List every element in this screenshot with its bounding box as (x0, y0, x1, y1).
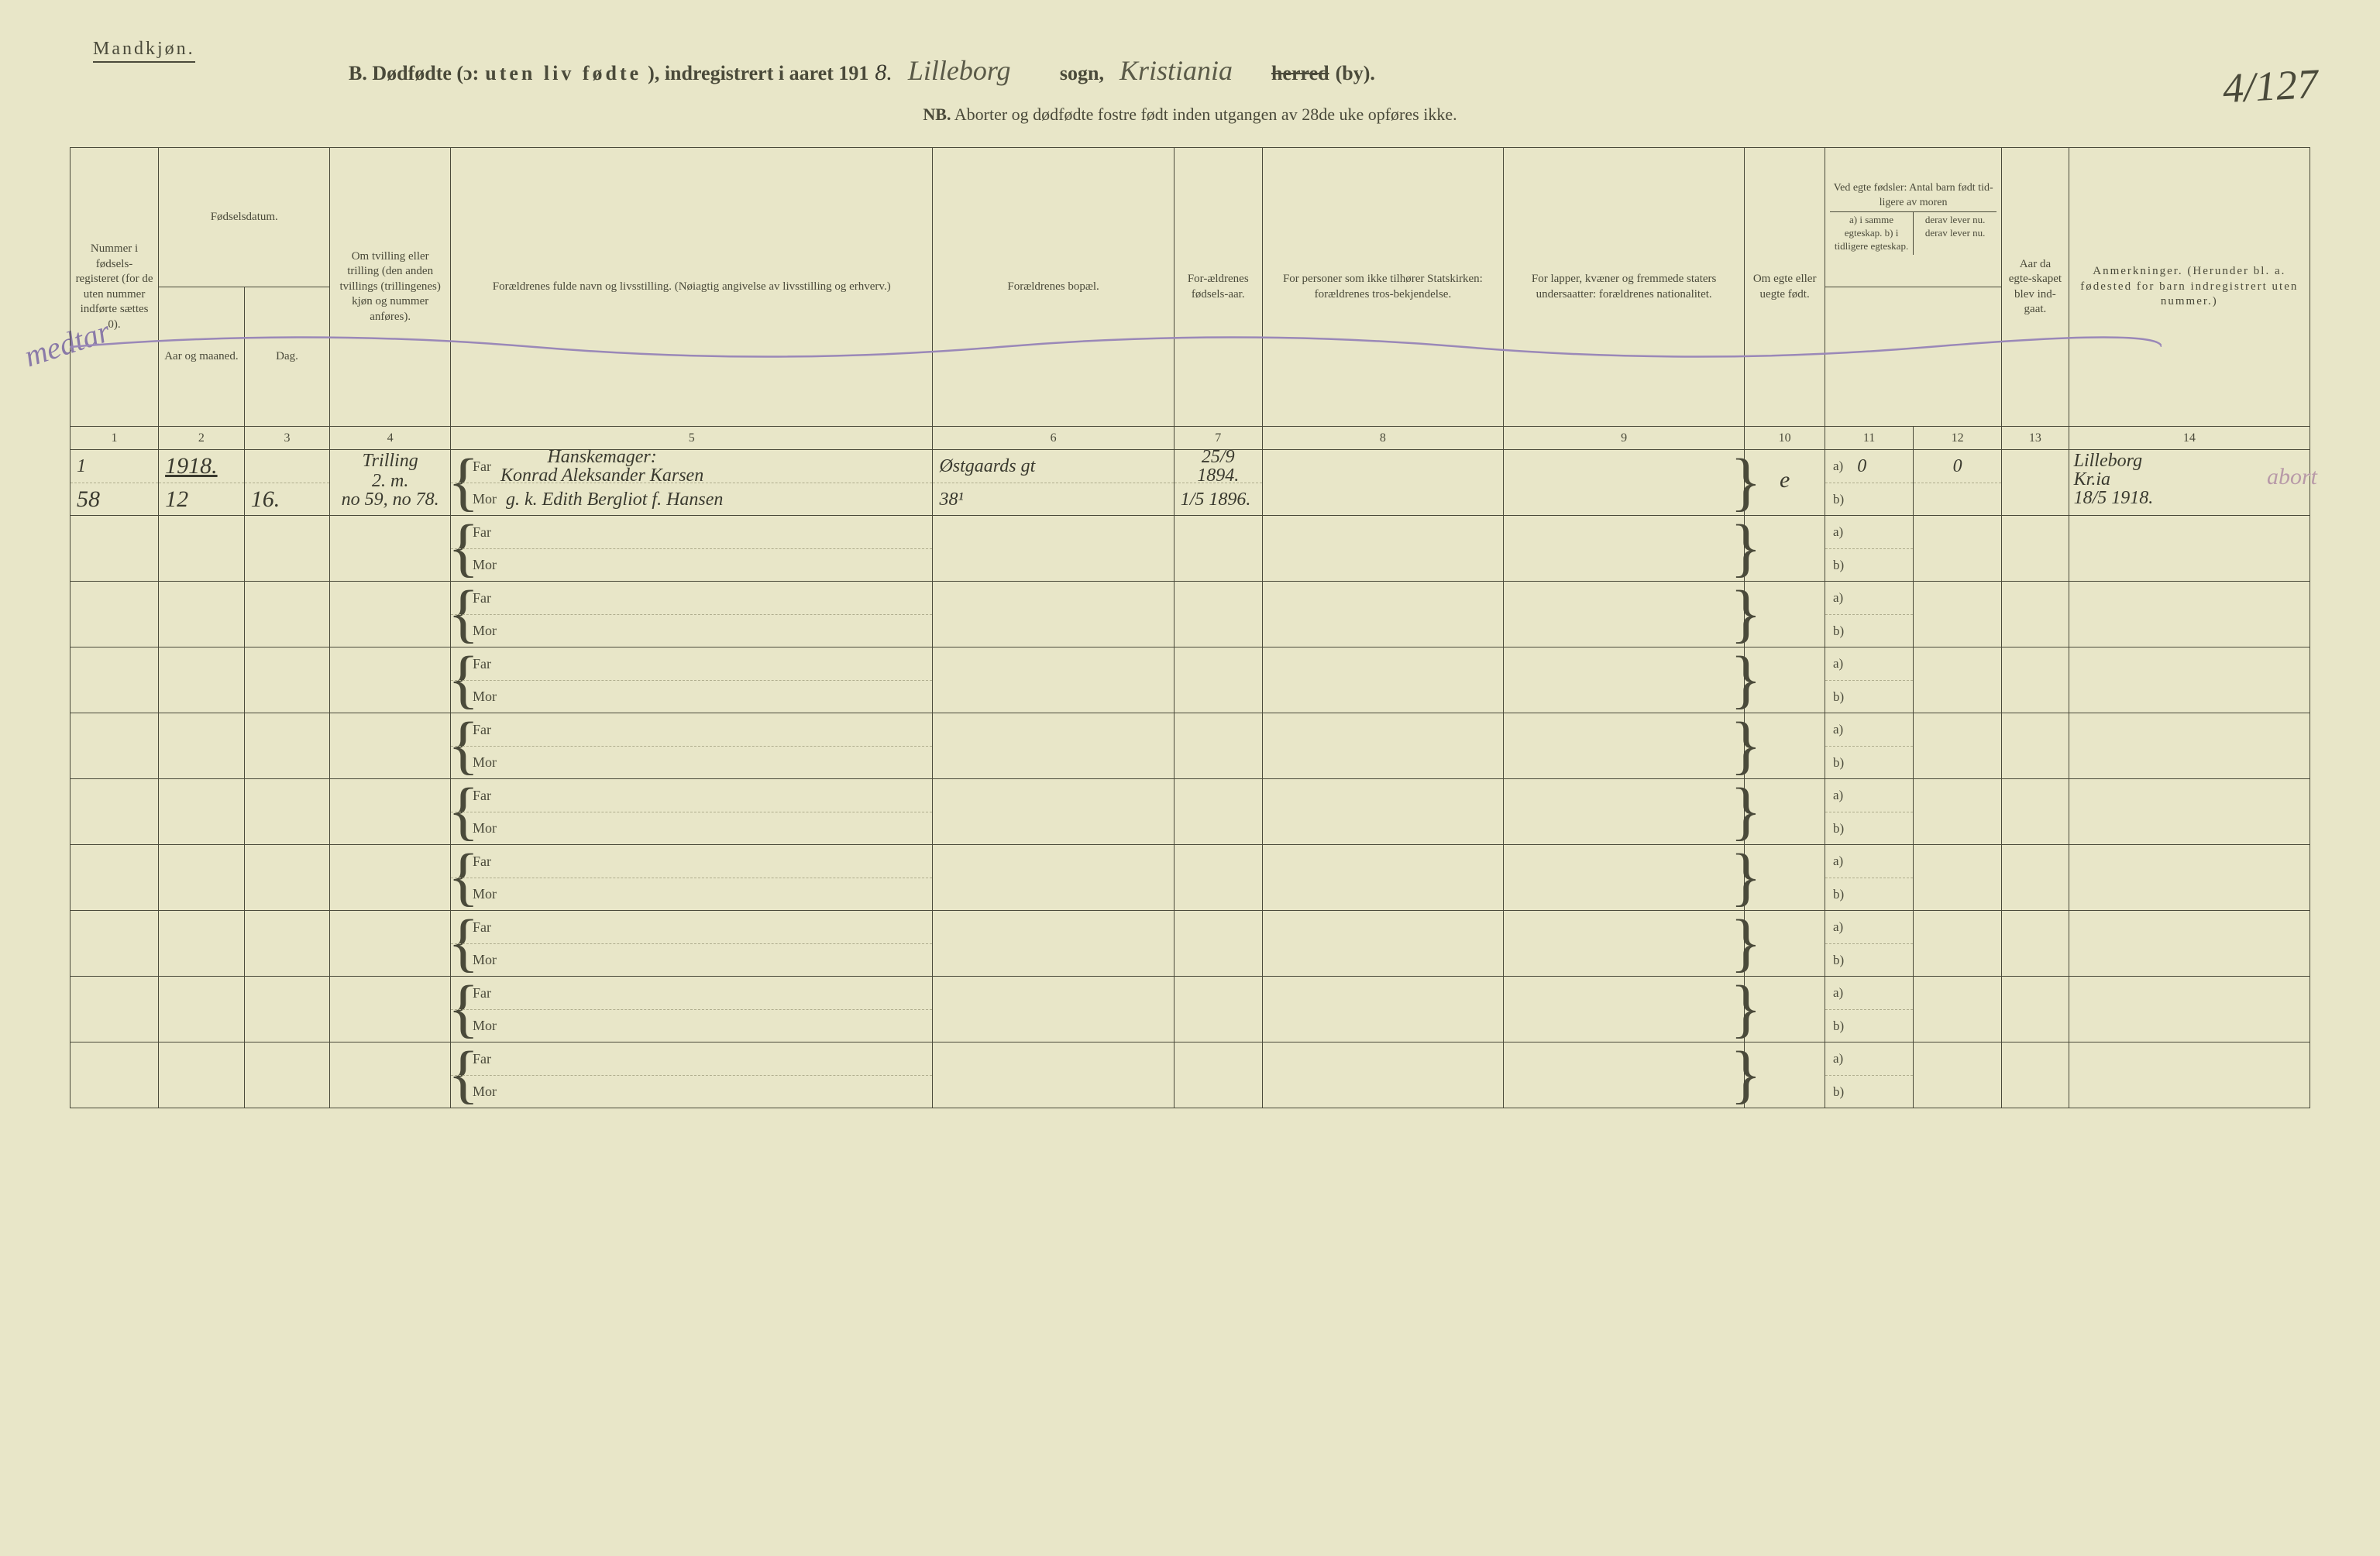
table-body: 1 58 1918. 12 16. Trilling 2. m. no 5 (71, 450, 2310, 1108)
cell-twin: Trilling 2. m. no 59, no 78. (330, 450, 451, 516)
table-row: {FarMor}a)b) (71, 977, 2310, 1042)
col-13-header: Aar da egte-skapet blev ind-gaat. (2002, 148, 2069, 427)
col-2-3-group: Fødselsdatum. (159, 148, 330, 287)
cell-notes: Lilleborg Kr.ia 18/5 1918. abort (2069, 450, 2309, 516)
cell-11: a) 0 b) (1825, 450, 1914, 516)
table-row: {FarMor}a)b) (71, 582, 2310, 647)
cell-confession (1262, 450, 1503, 516)
title-suffix: ), indregistrert i aaret 191 (648, 62, 868, 85)
title-line: B. Dødfødte (ɔ: uten liv fødte ), indreg… (349, 54, 2264, 87)
register-table-wrap: Nummer i fødsels-registeret (for de uten… (70, 147, 2310, 1108)
gender-label: Mandkjøn. (93, 39, 195, 63)
cell-day: 16. (244, 450, 330, 516)
subtitle-rest: Aborter og dødfødte fostre født inden ut… (954, 105, 1457, 124)
col-8-header: For personer som ikke tilhører Statskirk… (1262, 148, 1503, 427)
cell-nationality: } (1504, 450, 1745, 516)
cell-year-month: 1918. 12 (159, 450, 245, 516)
column-numbers: 1 2 3 4 5 6 7 8 9 10 11 12 13 14 (71, 427, 2310, 450)
col-1-header: Nummer i fødsels-registeret (for de uten… (71, 148, 159, 427)
col-3-header: Dag. (244, 287, 330, 427)
brace-icon: } (1730, 450, 1747, 515)
col-5-header: Forældrenes fulde navn og livsstilling. … (450, 148, 932, 427)
subtitle: NB. Aborter og dødfødte fostre født inde… (39, 105, 2341, 125)
col-2-header: Aar og maaned. (159, 287, 245, 427)
table-row: 1 58 1918. 12 16. Trilling 2. m. no 5 (71, 450, 2310, 516)
table-row: {FarMor}a)b) (71, 713, 2310, 779)
cell-12: 0 (1914, 450, 2002, 516)
cell-birthyr: 25/9 1894. 1/5 1896. (1174, 450, 1262, 516)
col-10-header: Om egte eller uegte født. (1745, 148, 1825, 427)
herred-by: (by). (1336, 62, 1375, 85)
year-digit: 8. (875, 61, 892, 84)
col-7-header: For-ældrenes fødsels-aar. (1174, 148, 1262, 427)
cell-parents: { Far Hanskemager: Konrad Aleksander Kar… (450, 450, 932, 516)
sogn-value: Lilleborg (899, 54, 1054, 87)
table-row: {FarMor}a)b) (71, 516, 2310, 582)
cell-13 (2002, 450, 2069, 516)
cell-num: 1 58 (71, 450, 159, 516)
register-page: Mandkjøn. B. Dødfødte (ɔ: uten liv fødte… (39, 31, 2341, 1525)
col-6-header: Forældrenes bopæl. (933, 148, 1174, 427)
sogn-label: sogn, (1060, 62, 1104, 85)
table-row: {FarMor}a)b) (71, 779, 2310, 845)
table-row: {FarMor}a)b) (71, 845, 2310, 911)
title-spaced: uten liv fødte (485, 62, 641, 85)
herred-strike: herred (1271, 62, 1329, 85)
table-row: {FarMor}a)b) (71, 911, 2310, 977)
table-row: {FarMor}a)b) (71, 1042, 2310, 1108)
cell-addr: Østgaards gt 38¹ (933, 450, 1174, 516)
title-prefix: B. Dødfødte (ɔ: (349, 62, 479, 85)
herred-value: Kristiania (1110, 54, 1265, 87)
col-11-12-group: Ved egte fødsler: Antal barn født tid-li… (1825, 148, 2002, 287)
col-14-header: Anmerkninger. (Herunder bl. a. fødested … (2069, 148, 2309, 427)
subtitle-nb: NB. (923, 105, 951, 124)
register-table: Nummer i fødsels-registeret (for de uten… (70, 147, 2310, 1108)
col-9-header: For lapper, kvæner og fremmede staters u… (1504, 148, 1745, 427)
col-4-header: Om tvilling eller trilling (den anden tv… (330, 148, 451, 427)
table-row: {FarMor}a)b) (71, 647, 2310, 713)
